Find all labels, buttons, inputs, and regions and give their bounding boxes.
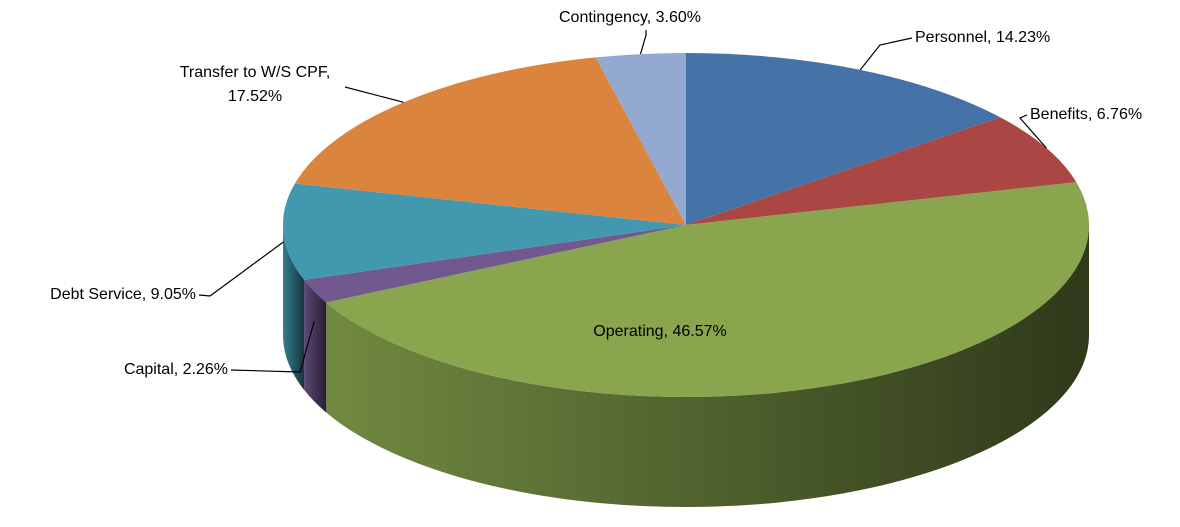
leader-line <box>230 321 315 373</box>
slice <box>595 53 686 225</box>
data-label: Benefits, 6.76% <box>1030 106 1143 123</box>
data-label: Operating, 46.57% <box>593 323 727 340</box>
side-shade <box>326 225 1089 507</box>
side-shade <box>304 279 327 413</box>
data-label: Personnel, 14.23% <box>915 29 1051 46</box>
slice <box>686 117 1077 225</box>
leader-line <box>344 86 404 103</box>
leader-line <box>198 241 284 297</box>
leader-line <box>639 30 647 55</box>
slice <box>686 53 1001 225</box>
slice <box>282 183 686 280</box>
data-label: Capital, 2.26% <box>123 361 228 378</box>
leader-line <box>1019 114 1047 149</box>
leader-line <box>859 37 913 71</box>
data-label: Debt Service, 9.05% <box>50 286 196 303</box>
slice <box>326 182 1090 397</box>
slice <box>304 225 686 303</box>
data-label: Contingency, 3.60% <box>558 9 702 26</box>
side-shade <box>282 225 305 390</box>
slice <box>294 57 686 225</box>
data-label: Transfer to W/S CPF, 17.52% <box>179 64 331 106</box>
